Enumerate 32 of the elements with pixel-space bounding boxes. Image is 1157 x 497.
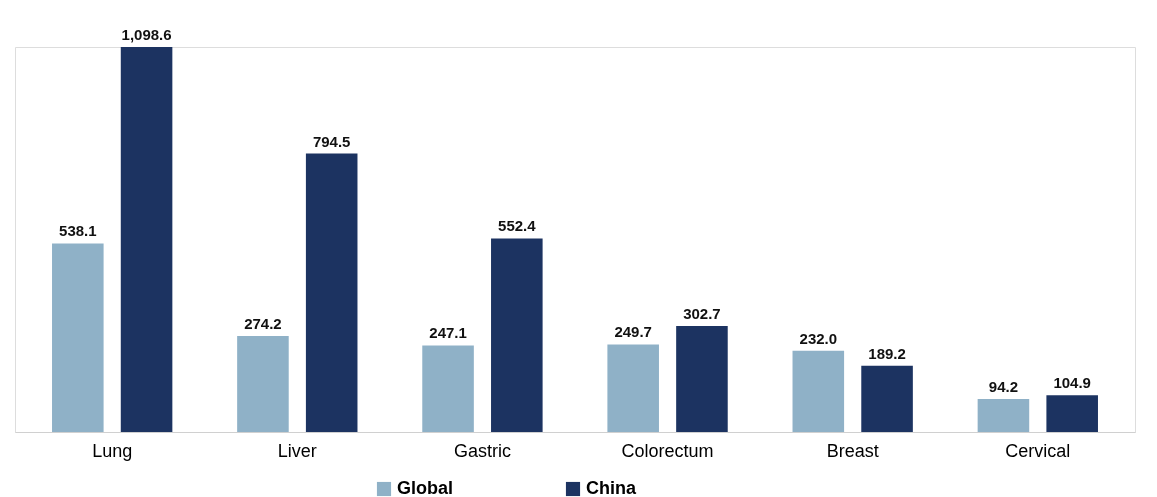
bar — [1046, 395, 1098, 432]
data-label: 794.5 — [312, 132, 351, 150]
bar — [422, 345, 474, 432]
x-tick-label: Colorectum — [621, 440, 714, 461]
data-label: 249.7 — [614, 323, 652, 341]
legend-label: Global — [397, 478, 454, 497]
bar — [305, 153, 358, 432]
x-tick-label: Lung — [92, 440, 133, 461]
data-label: 104.9 — [1053, 374, 1091, 392]
bar — [792, 350, 845, 432]
bar — [491, 238, 543, 432]
data-label: 302.7 — [683, 304, 721, 322]
bar — [607, 344, 659, 432]
bar — [861, 365, 913, 432]
data-label: 247.1 — [429, 324, 467, 342]
x-tick-label: Breast — [826, 440, 879, 461]
bar — [120, 47, 173, 432]
legend-label: China — [586, 478, 637, 497]
bar — [237, 335, 289, 432]
x-tick-label: Gastric — [453, 440, 511, 461]
x-tick-label: Cervical — [1005, 440, 1071, 461]
data-label: 232.0 — [799, 329, 838, 347]
data-label: 538.1 — [59, 222, 97, 240]
bar — [676, 325, 728, 432]
bar — [52, 243, 104, 432]
bar — [977, 398, 1030, 432]
data-label: 94.2 — [988, 377, 1019, 395]
x-tick-label: Liver — [277, 440, 317, 461]
data-label: 1,098.6 — [121, 26, 172, 43]
data-label: 274.2 — [244, 314, 282, 332]
data-label: 552.4 — [498, 217, 537, 235]
data-label: 189.2 — [868, 344, 906, 362]
